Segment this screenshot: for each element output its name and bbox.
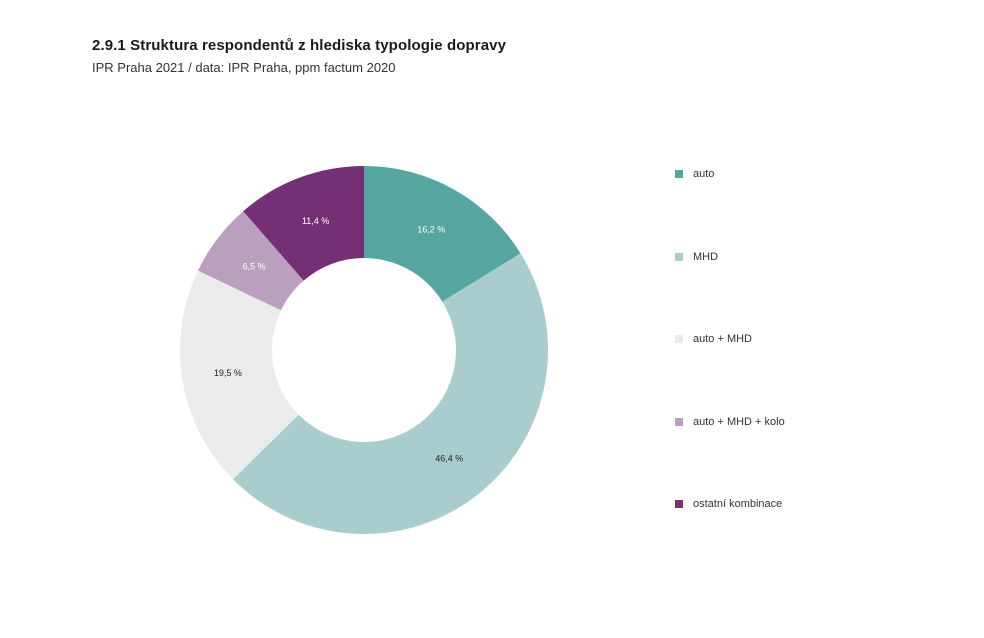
legend-swatch: [675, 500, 683, 508]
chart-title: 2.9.1 Struktura respondentů z hlediska t…: [92, 37, 507, 54]
legend-label: MHD: [693, 250, 719, 263]
legend-swatch: [675, 417, 683, 426]
legend-item: auto + MHD: [675, 333, 752, 345]
slice-auto: [364, 166, 521, 302]
slice-value-label: 19,5 %: [214, 368, 242, 378]
legend-item: auto: [675, 168, 714, 180]
legend-label: ostatní kombinace: [693, 498, 783, 510]
legend-label: auto + MHD + kolo: [693, 415, 785, 428]
slice-value-label: 46,4 %: [435, 454, 463, 464]
legend-item: MHD: [675, 251, 718, 263]
chart-subtitle: IPR Praha 2021 / data: IPR Praha, ppm fa…: [92, 60, 396, 75]
slice-auto-mhd-kolo: [198, 211, 304, 311]
legend-label: auto: [693, 168, 715, 180]
legend-item: ostatní kombinace: [675, 498, 782, 510]
slice-value-label: 6,5 %: [243, 261, 266, 271]
legend-swatch: [675, 170, 683, 178]
slice-mhd: [233, 253, 549, 535]
slice-value-label: 16,2 %: [417, 224, 445, 234]
legend-swatch: [675, 252, 683, 261]
slice-auto-mhd: [180, 270, 299, 480]
slice-ostatn-kombinace: [243, 166, 364, 281]
legend-item: auto + MHD + kolo: [675, 416, 785, 428]
legend-swatch: [675, 335, 683, 343]
legend-label: auto + MHD: [693, 333, 752, 345]
slice-value-label: 11,4 %: [302, 216, 329, 226]
